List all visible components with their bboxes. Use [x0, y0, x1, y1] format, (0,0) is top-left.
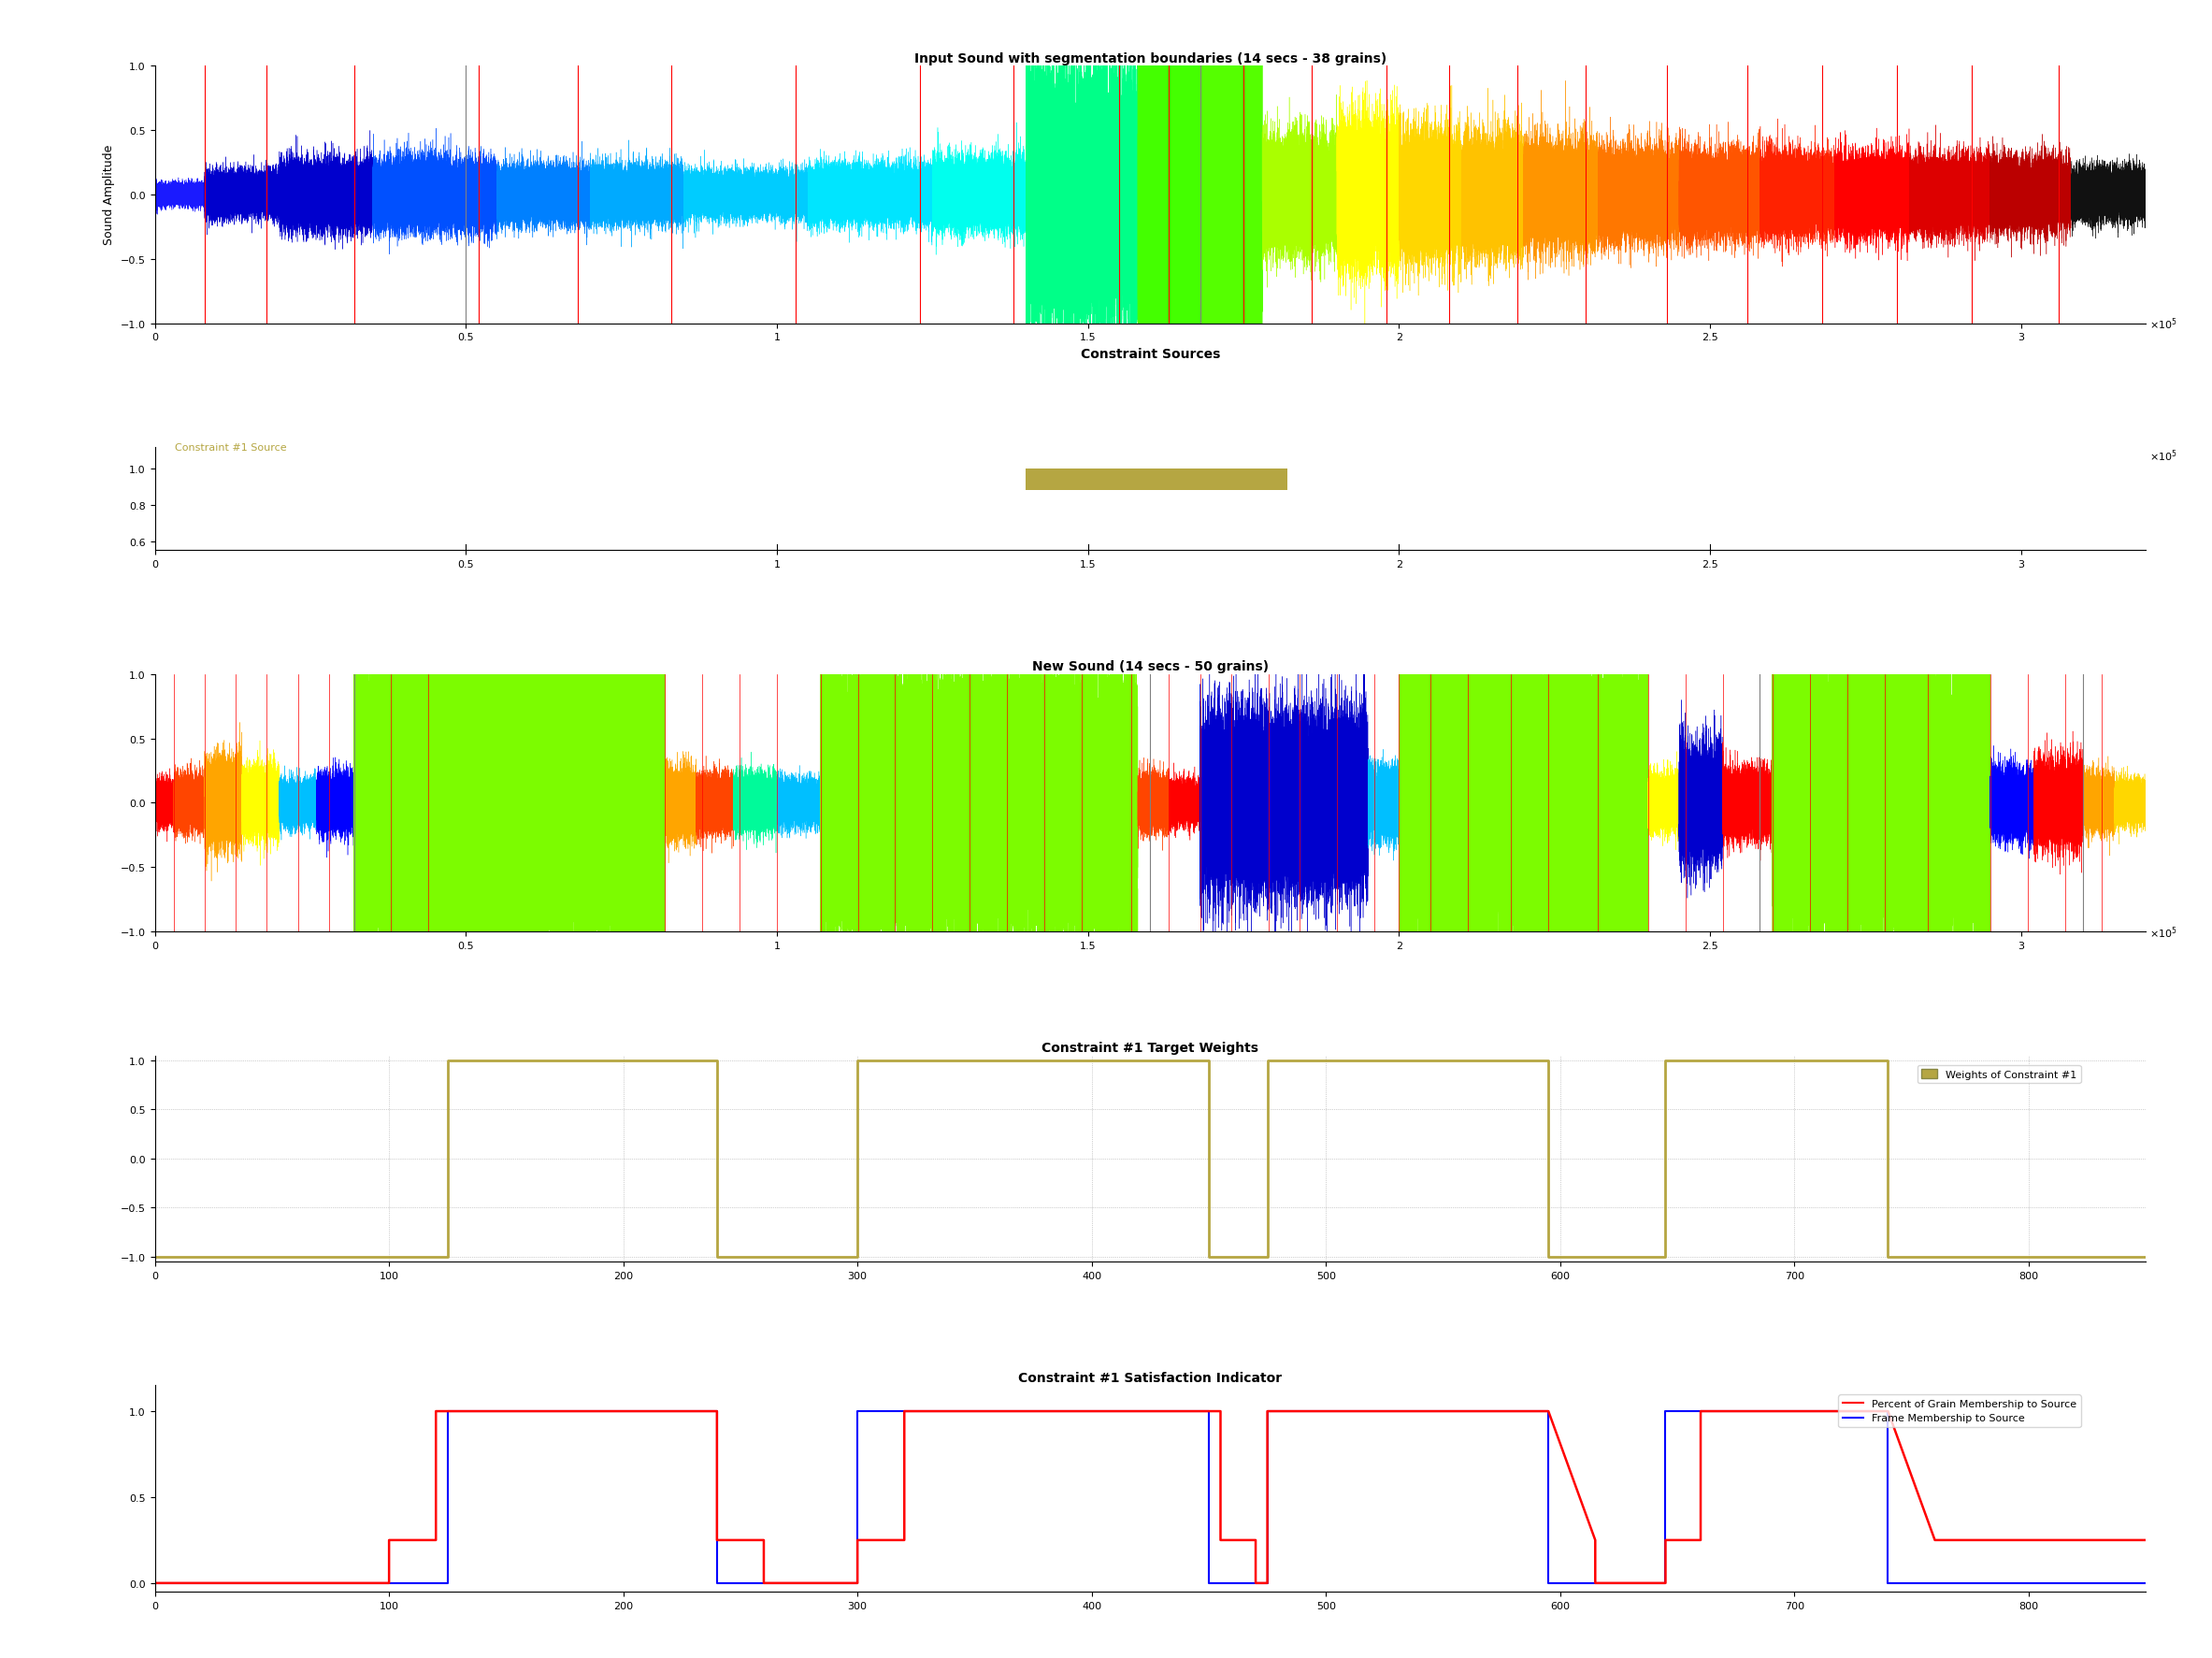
- Y-axis label: Sound Amplitude: Sound Amplitude: [104, 144, 115, 245]
- Title: Constraint #1 Satisfaction Indicator: Constraint #1 Satisfaction Indicator: [1018, 1371, 1283, 1384]
- Title: Input Sound with segmentation boundaries (14 secs - 38 grains): Input Sound with segmentation boundaries…: [914, 51, 1387, 65]
- Text: $\times 10^5$: $\times 10^5$: [2150, 317, 2177, 332]
- X-axis label: Constraint Sources: Constraint Sources: [1079, 348, 1221, 361]
- Title: Constraint #1 Target Weights: Constraint #1 Target Weights: [1042, 1041, 1259, 1054]
- Title: New Sound (14 secs - 50 grains): New Sound (14 secs - 50 grains): [1033, 660, 1267, 673]
- Text: Constraint #1 Source: Constraint #1 Source: [175, 443, 288, 453]
- Text: $\times 10^5$: $\times 10^5$: [2150, 448, 2177, 463]
- Legend: Percent of Grain Membership to Source, Frame Membership to Source: Percent of Grain Membership to Source, F…: [1838, 1394, 2081, 1428]
- Bar: [1026, 469, 1287, 491]
- Legend: Weights of Constraint #1: Weights of Constraint #1: [1918, 1064, 2081, 1083]
- Text: $\times 10^5$: $\times 10^5$: [2150, 924, 2177, 940]
